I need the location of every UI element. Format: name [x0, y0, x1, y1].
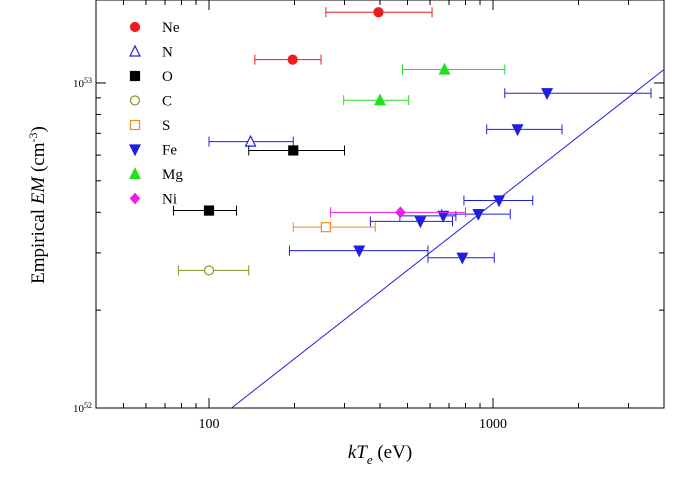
legend-label-fe: Fe [162, 143, 177, 159]
point-mg [438, 62, 451, 75]
legend-marker-s [129, 119, 141, 131]
legend-label-o: O [162, 69, 173, 85]
legend-label-ne: Ne [162, 20, 180, 36]
point-o [288, 145, 299, 156]
legend-marker-ne [129, 21, 141, 33]
x-axis-label-sub: e [367, 452, 373, 467]
point-ni [395, 206, 406, 219]
y-axis-label-pre: Empirical [28, 204, 49, 284]
point-s [320, 222, 332, 233]
point-fe [541, 88, 554, 101]
point-c [203, 265, 215, 276]
legend-label-c: C [162, 94, 172, 110]
point-fe [511, 124, 524, 137]
y-axis-label-ital: EM [28, 176, 49, 206]
point-fe [414, 216, 427, 229]
point-ne [287, 54, 298, 65]
data-marks [173, 7, 652, 276]
plot-frame [95, 0, 665, 409]
point-fe [493, 195, 506, 208]
y-tick-label: 1053 [73, 76, 92, 90]
y-axis-label-mid: (cm [28, 142, 49, 177]
y-tick-label-base: 10 [73, 403, 85, 415]
x-axis-label: kTe (eV) [348, 442, 412, 467]
legend-label-s: S [162, 118, 170, 134]
y-axis-label: Empirical EM (cm-3) [26, 126, 49, 284]
legend-marker-ni [129, 192, 141, 205]
point-o [203, 205, 215, 216]
y-axis-label-post: ) [28, 126, 49, 132]
x-axis-label-unit: (eV) [373, 442, 413, 463]
y-tick-label-exp: 52 [84, 401, 92, 410]
legend-marker-fe [129, 144, 141, 157]
legend-label-ni: Ni [162, 192, 177, 208]
legend-label-n: N [162, 45, 173, 61]
point-fe [437, 210, 450, 223]
y-tick-label-base: 10 [73, 78, 85, 90]
legend-label-mg: Mg [162, 167, 183, 183]
fit-line [231, 69, 665, 409]
y-tick-label-exp: 53 [84, 76, 92, 85]
x-tick-label: 100 [199, 417, 220, 432]
legend-marker-c [129, 95, 141, 106]
legend-marker-o [129, 70, 141, 82]
point-fe [353, 245, 366, 258]
legend-marker-n [129, 44, 141, 57]
point-n [244, 134, 257, 147]
legend-marker-mg [129, 167, 141, 180]
x-axis-label-main: kT [348, 442, 368, 463]
point-mg [374, 93, 386, 106]
point-fe [472, 208, 485, 221]
point-ne [373, 7, 384, 18]
x-tick-label: 1000 [479, 417, 507, 432]
y-tick-label: 1052 [73, 401, 92, 415]
fit-line-group [231, 69, 665, 409]
point-fe [456, 252, 469, 265]
y-axis-label-sup: -3 [26, 132, 40, 142]
